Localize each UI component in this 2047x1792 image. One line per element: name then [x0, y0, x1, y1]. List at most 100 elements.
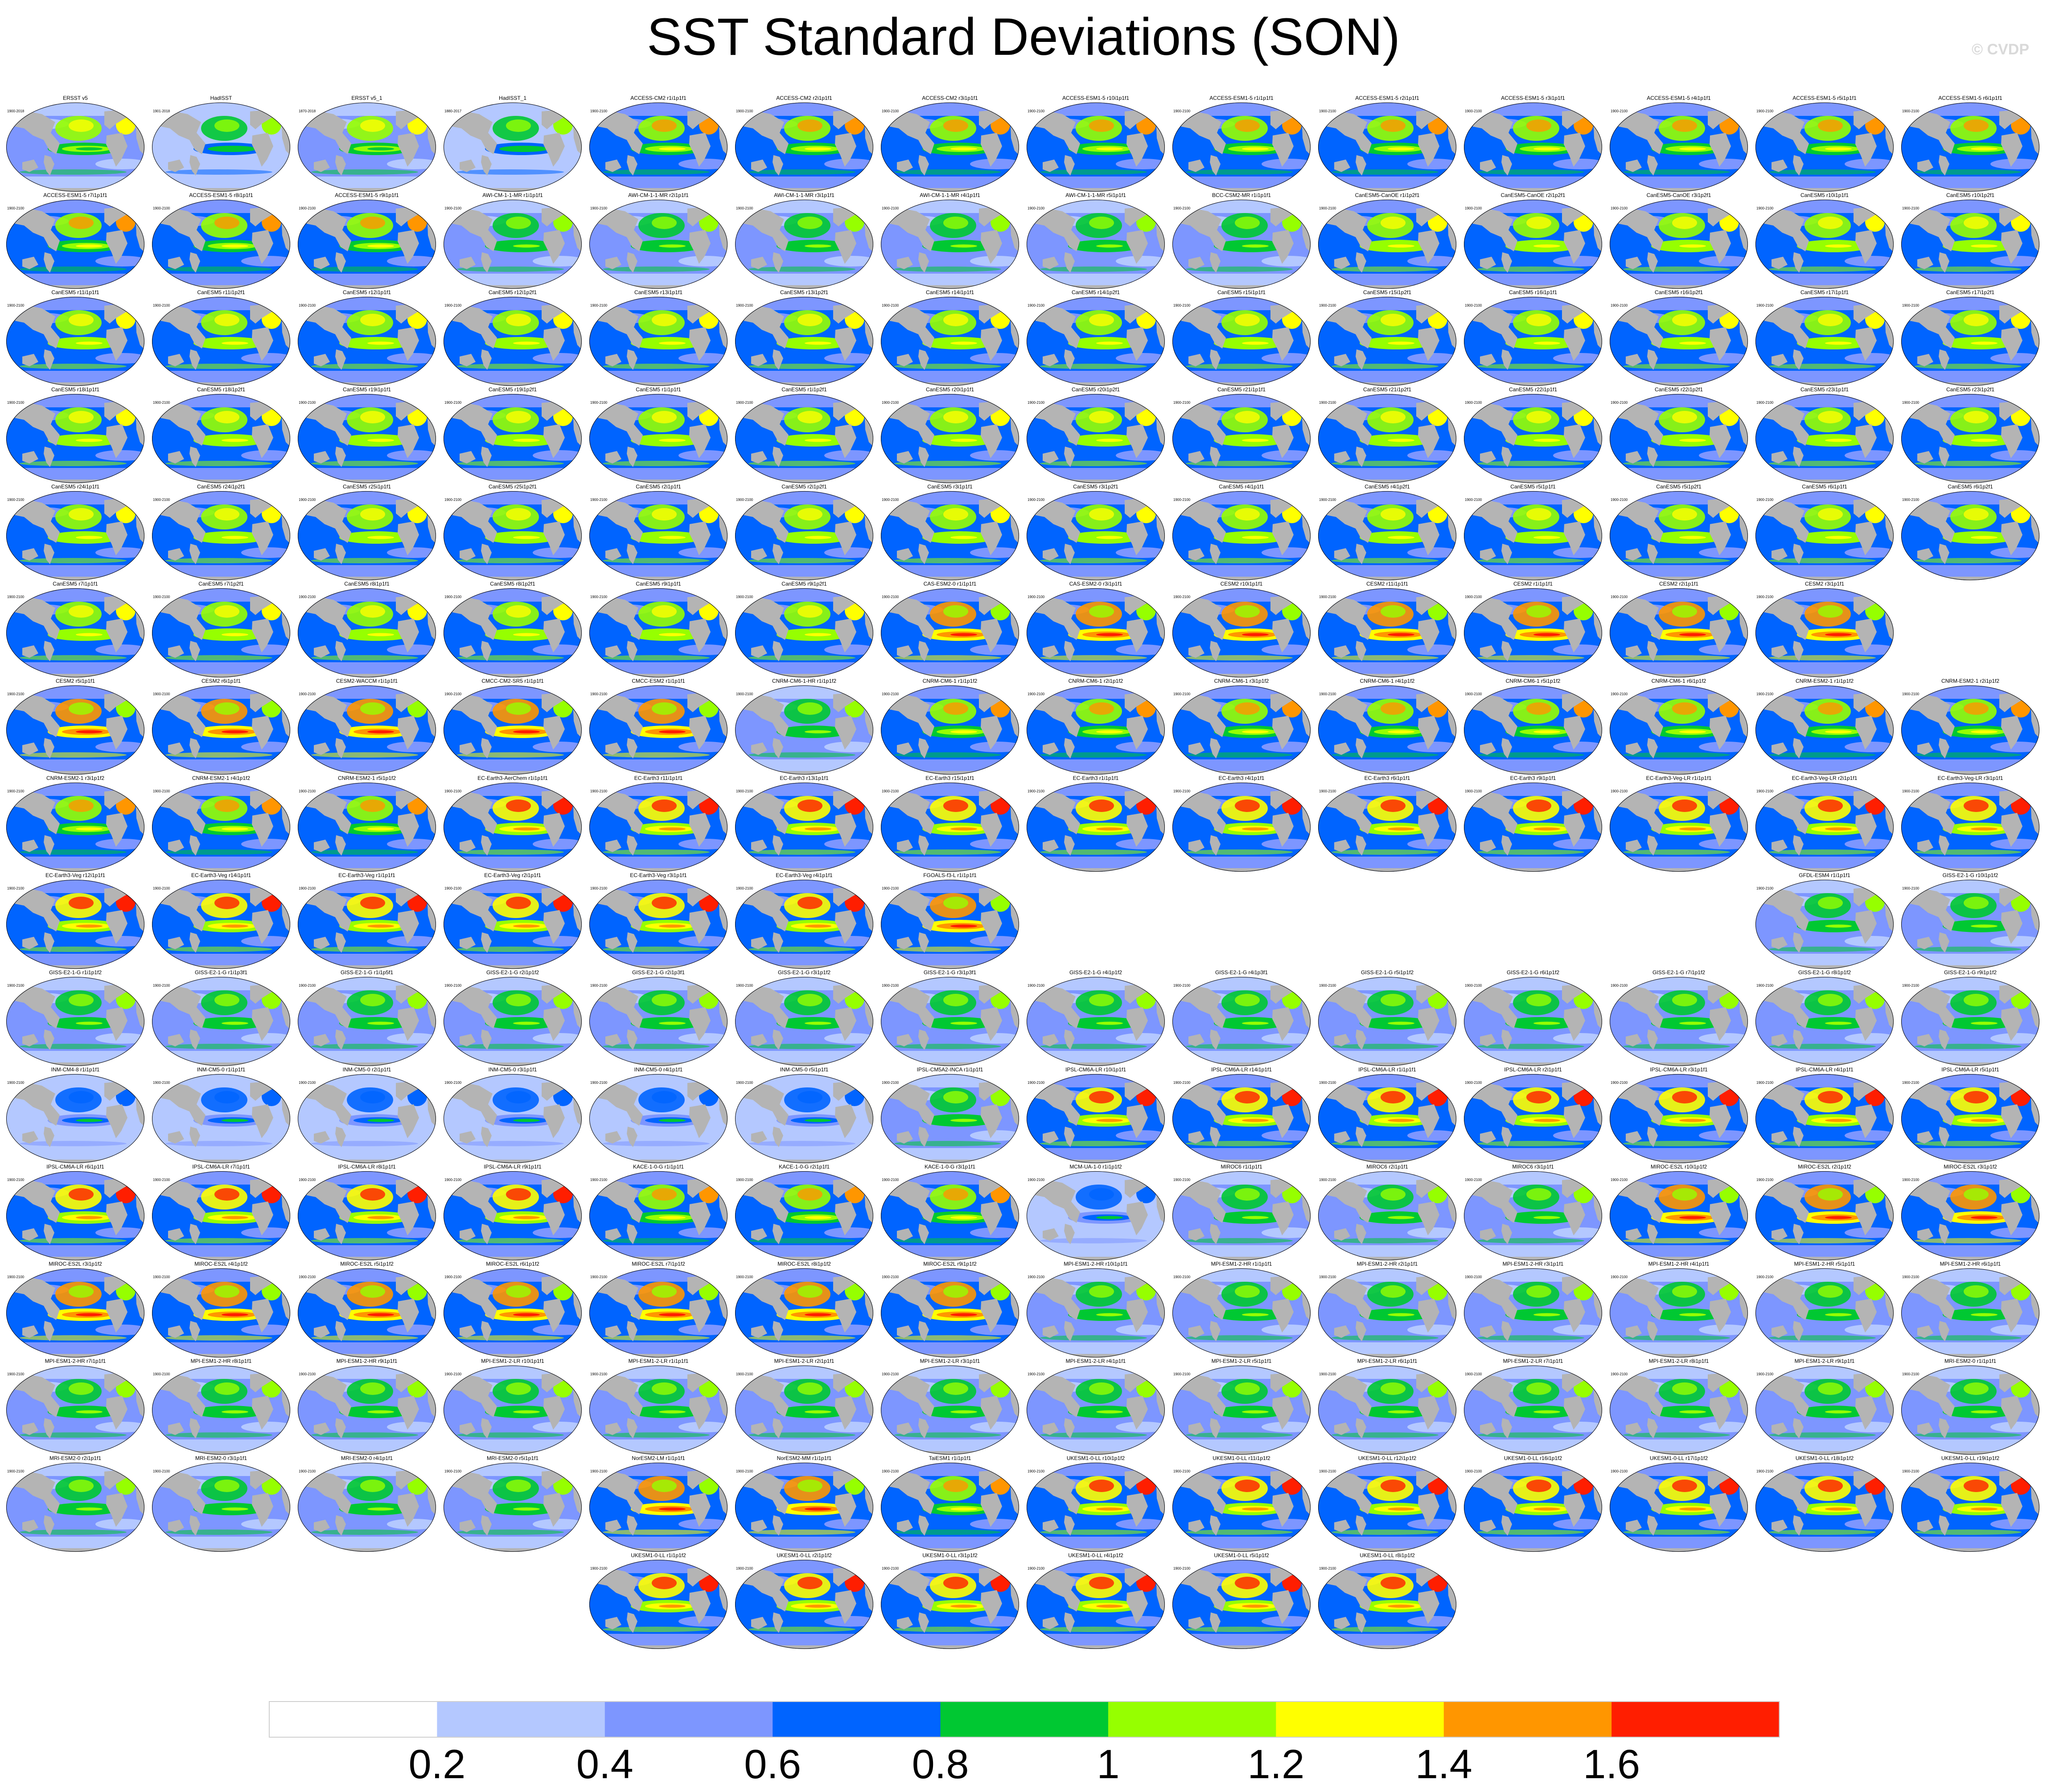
map-panel: GISS-E2-1-G r2i1p1f2 1900-2100 [444, 969, 582, 1066]
panel-title: EC-Earth3-Veg r12i1p1f1 [45, 872, 105, 878]
map-panel: CanESM5 r12i1p2f1 1900-2100 [444, 289, 582, 386]
map-body [298, 297, 436, 386]
map-panel: CanESM5 r9i1p2f1 1900-2100 [735, 581, 873, 677]
map-panel: CanESM5 r5i1p1f1 1900-2100 [1464, 484, 1602, 580]
map-body [1318, 588, 1456, 677]
map-body [1318, 1366, 1456, 1455]
map-body [881, 1463, 1019, 1552]
panel-title: MIROC-ES2L r5i1p1f2 [340, 1261, 394, 1267]
map-body [881, 783, 1019, 872]
panel-years: 1900-2100 [1902, 109, 1920, 113]
panel-title: MIROC-ES2L r8i1p1f2 [777, 1261, 831, 1267]
map-panel: EC-Earth3 r13i1p1f1 1900-2100 [735, 775, 873, 872]
map-panel: CanESM5 r8i1p1f1 1900-2100 [298, 581, 436, 677]
panel-years: 1900-2100 [1902, 401, 1920, 405]
map-panel: MIROC-ES2L r3i1p1f2 1900-2100 [6, 1261, 144, 1357]
map-body [152, 1366, 290, 1455]
colorbar-tick-label: 0.2 [408, 1742, 465, 1787]
map-body [444, 491, 582, 580]
panel-title: CanESM5 r6i1p2f1 [1948, 484, 1993, 490]
panel-title: CanESM5 r8i1p1f1 [344, 581, 390, 587]
map-body [881, 1366, 1019, 1455]
panel-years: 1900-2100 [1902, 1275, 1920, 1279]
panel-title: MPI-ESM1-2-HR r6i1p1f1 [1940, 1261, 2001, 1267]
map-body [735, 1074, 873, 1163]
map-panel: MPI-ESM1-2-LR r9i1p1f1 1900-2100 [1755, 1358, 1894, 1455]
panel-title: CanESM5 r20i1p1f1 [926, 386, 974, 393]
panel-title: ACCESS-ESM1-5 r7i1p1f1 [43, 192, 107, 198]
map-body [152, 1463, 290, 1552]
panel-years: 1900-2100 [299, 984, 316, 988]
panel-years: 1900-2100 [299, 1081, 316, 1085]
map-panel: MIROC-ES2L r2i1p1f2 1900-2100 [1755, 1164, 1894, 1260]
panel-years: 1900-2100 [444, 1178, 462, 1182]
panel-title: CanESM5 r12i1p1f1 [343, 289, 391, 295]
panel-title: CanESM5 r10i1p1f1 [1800, 192, 1849, 198]
map-body [1464, 1074, 1602, 1163]
map-body [1610, 103, 1748, 192]
panel-years: 1900-2100 [1028, 1566, 1045, 1571]
map-panel: IPSL-CM6A-LR r3i1p1f1 1900-2100 [1610, 1066, 1748, 1163]
map-body [1318, 1074, 1456, 1163]
map-body [1027, 1268, 1165, 1357]
map-body [1318, 297, 1456, 386]
panel-years: 1900-2100 [882, 1566, 899, 1571]
panel-title: MIROC-ES2L r4i1p1f2 [194, 1261, 248, 1267]
panel-years: 1900-2100 [590, 498, 608, 502]
map-panel: MIROC6 r3i1p1f1 1900-2100 [1464, 1164, 1602, 1260]
panel-years: 1900-2100 [882, 692, 899, 696]
map-panel: CanESM5 r19i1p1f1 1900-2100 [298, 386, 436, 483]
map-body [1901, 685, 2039, 775]
panel-title: CESM2 r10i1p1f1 [1221, 581, 1263, 587]
map-panel: CanESM5 r4i1p1f1 1900-2100 [1172, 484, 1311, 580]
map-panel: HadISST 1901-2018 [152, 95, 290, 192]
panel-years: 1900-2100 [1902, 206, 1920, 210]
panel-title: UKESM1-0-LL r8i1p1f2 [1360, 1552, 1415, 1558]
panel-years: 1900-2100 [1028, 1469, 1045, 1473]
panel-title: GISS-E2-1-G r8i1p1f2 [1798, 969, 1851, 976]
map-body [152, 880, 290, 969]
map-body [735, 394, 873, 483]
map-body [298, 103, 436, 192]
map-body [589, 103, 728, 192]
panel-title: CanESM5 r16i1p2f1 [1655, 289, 1703, 295]
panel-title: GISS-E2-1-G r3i1p1f2 [778, 969, 830, 976]
map-body [1027, 297, 1165, 386]
panel-title: MIROC6 r3i1p1f1 [1512, 1164, 1554, 1170]
map-body [444, 200, 582, 289]
map-body [589, 394, 728, 483]
panel-title: EC-Earth3-Veg r4i1p1f1 [776, 872, 833, 878]
map-body [1318, 1171, 1456, 1260]
map-body [152, 1074, 290, 1163]
map-body [881, 1560, 1019, 1649]
panel-title: CanESM5 r16i1p1f1 [1509, 289, 1557, 295]
panel-years: 1900-2100 [1756, 109, 1774, 113]
map-body [444, 1463, 582, 1552]
panel-title: MRI-ESM2-0 r3i1p1f1 [195, 1455, 247, 1461]
panel-title: HadISST_1 [499, 95, 526, 101]
panel-title: UKESM1-0-LL r10i1p1f2 [1067, 1455, 1125, 1461]
map-body [589, 1560, 728, 1649]
panel-title: CanESM5 r18i1p2f1 [197, 386, 245, 393]
panel-title: MPI-ESM1-2-HR r8i1p1f1 [191, 1358, 252, 1364]
panel-years: 1900-2100 [444, 1081, 462, 1085]
map-panel: EC-Earth3-Veg r14i1p1f1 1900-2100 [152, 872, 290, 969]
panel-title: CNRM-ESM2-1 r3i1p1f2 [46, 775, 104, 781]
map-body [1027, 1560, 1165, 1649]
panel-title: CNRM-CM6-1 r2i1p1f2 [1069, 678, 1123, 684]
colorbar-tick-label: 0.4 [576, 1742, 633, 1787]
map-panel: AWI-CM-1-1-MR r1i1p1f1 1900-2100 [444, 192, 582, 289]
panel-title: UKESM1-0-LL r12i1p1f2 [1358, 1455, 1417, 1461]
map-body [1755, 685, 1894, 775]
map-panel: ACCESS-ESM1-5 r8i1p1f1 1900-2100 [152, 192, 290, 289]
map-panel: CanESM5 r6i1p1f1 1900-2100 [1755, 484, 1894, 580]
map-panel: CanESM5-CanOE r3i1p2f1 1900-2100 [1610, 192, 1748, 289]
panel-title: ACCESS-ESM1-5 r6i1p1f1 [1938, 95, 2002, 101]
panel-years: 1900-2100 [882, 1081, 899, 1085]
panel-title: MPI-ESM1-2-HR r3i1p1f1 [1503, 1261, 1564, 1267]
panel-title: MPI-ESM1-2-LR r6i1p1f1 [1357, 1358, 1418, 1364]
panel-title: CanESM5 r15i1p2f1 [1363, 289, 1411, 295]
panel-years: 1900-2100 [1028, 789, 1045, 793]
panel-title: MPI-ESM1-2-LR r10i1p1f1 [481, 1358, 544, 1364]
map-body [1172, 588, 1311, 677]
